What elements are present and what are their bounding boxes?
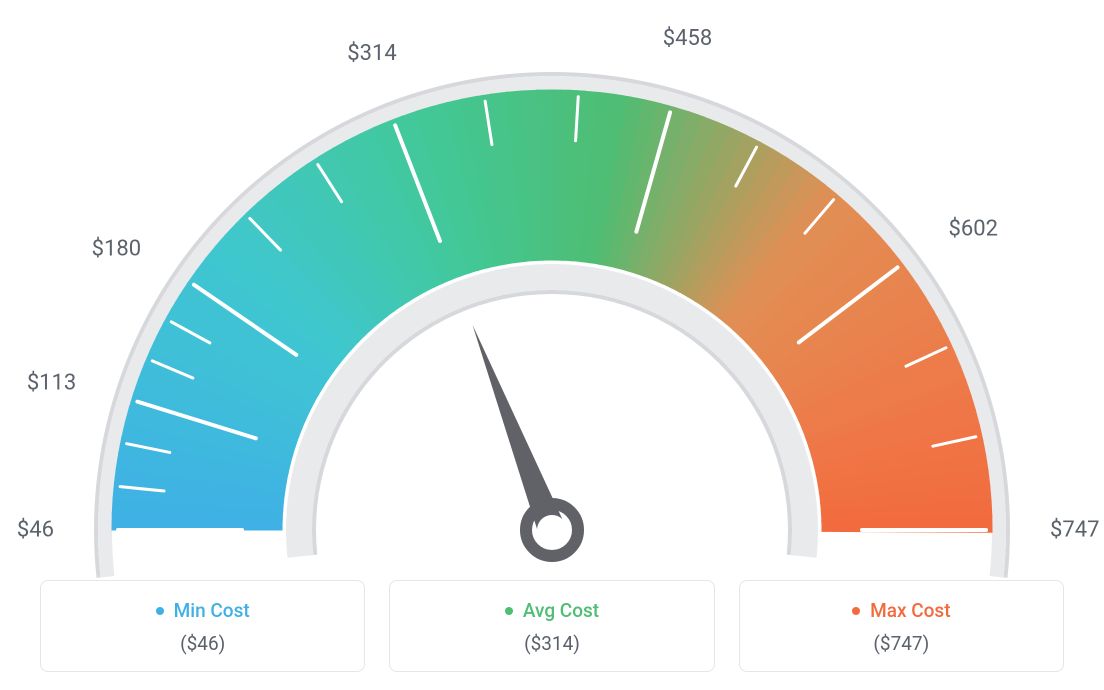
gauge-svg — [32, 30, 1072, 590]
legend-card-max: Max Cost ($747) — [739, 580, 1064, 672]
legend-dot-icon — [852, 607, 860, 615]
legend-head: Min Cost — [156, 599, 250, 622]
gauge-tick-label: $180 — [92, 236, 141, 261]
legend-value: ($46) — [65, 632, 340, 655]
gauge-tick-label: $602 — [949, 216, 998, 241]
legend-row: Min Cost ($46) Avg Cost ($314) Max Cost ($747… — [40, 580, 1064, 672]
gauge-tick-label: $113 — [27, 370, 76, 395]
gauge-tick-label: $747 — [1050, 518, 1099, 543]
cost-gauge: $46 $113 $180 $314 $458 $602 $747 — [0, 0, 1104, 560]
legend-card-min: Min Cost ($46) — [40, 580, 365, 672]
legend-head: Max Cost — [852, 599, 950, 622]
gauge-tick-label: $46 — [17, 518, 54, 543]
legend-dot-icon — [505, 607, 513, 615]
legend-head: Avg Cost — [505, 599, 599, 622]
legend-label: Min Cost — [174, 599, 250, 622]
legend-value: ($747) — [764, 632, 1039, 655]
legend-card-avg: Avg Cost ($314) — [389, 580, 714, 672]
legend-label: Avg Cost — [523, 599, 599, 622]
gauge-tick-label: $314 — [347, 41, 396, 66]
gauge-tick-label: $458 — [663, 26, 712, 51]
legend-value: ($314) — [414, 632, 689, 655]
legend-dot-icon — [156, 607, 164, 615]
legend-label: Max Cost — [870, 599, 950, 622]
